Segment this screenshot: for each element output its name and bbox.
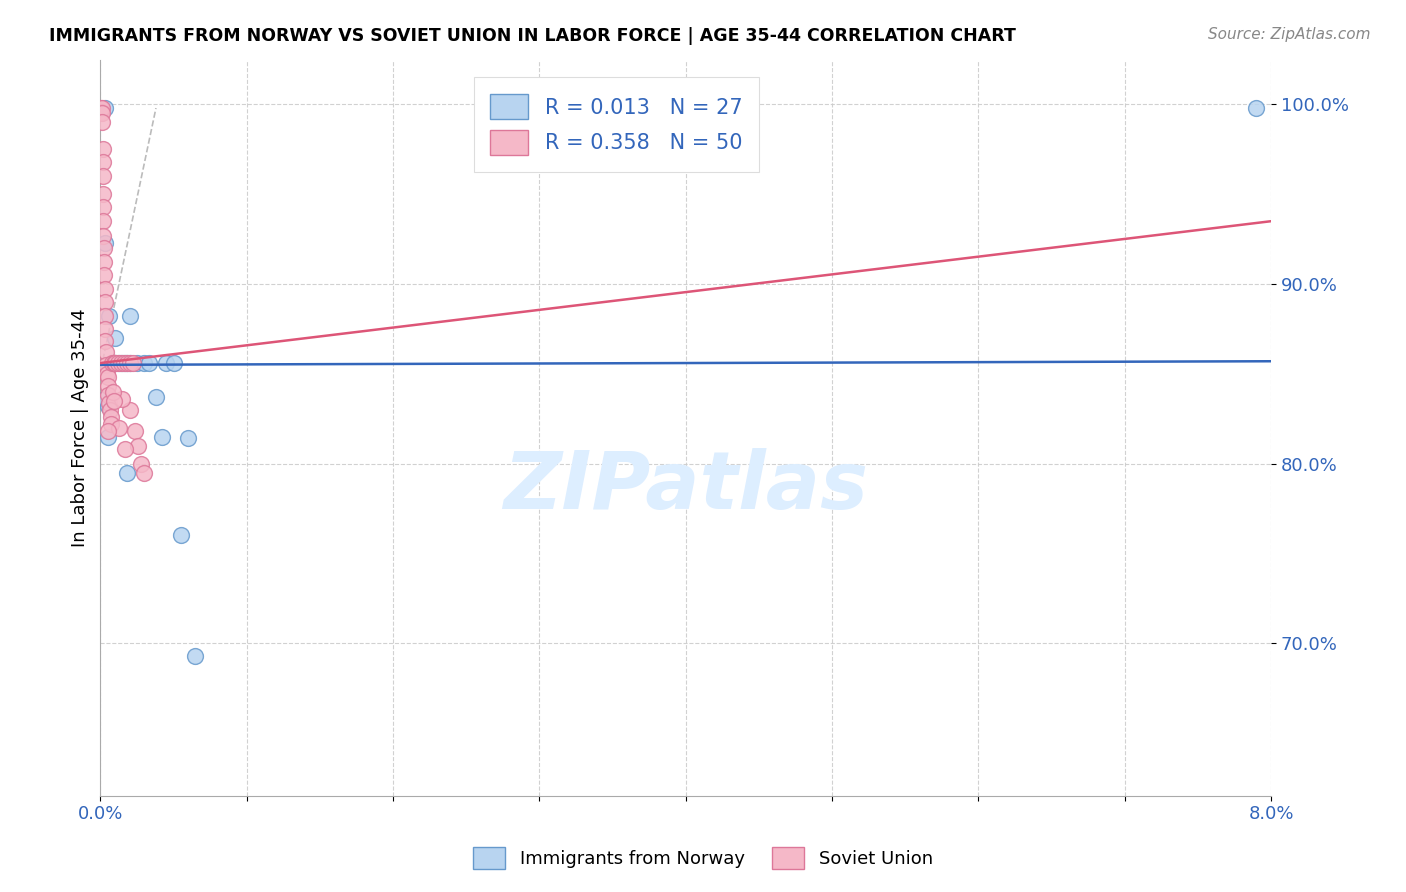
Point [90,106,112,120]
Text: Source: ZipAtlas.com: Source: ZipAtlas.com [1208,27,1371,42]
Point [134,466,156,480]
Point [90,101,112,115]
Point [110,356,132,370]
Point [114,442,136,457]
Point [170,528,193,542]
Point [131,457,153,471]
Point [93,255,115,269]
Point [103,356,125,370]
Point [114,356,136,370]
Point [124,424,146,438]
Point [93,101,115,115]
Point [97,379,120,393]
Point [100,417,122,431]
Point [184,648,207,663]
Point [162,356,184,370]
Point [138,356,160,370]
Point [108,420,131,434]
Point [94,334,117,349]
Legend: Immigrants from Norway, Soviet Union: Immigrants from Norway, Soviet Union [464,838,942,879]
Point [104,356,127,370]
Y-axis label: In Labor Force | Age 35-44: In Labor Force | Age 35-44 [72,309,89,547]
Point [91,214,114,228]
Point [111,392,134,406]
Point [93,295,115,310]
Point [112,356,135,370]
Point [100,409,122,424]
Point [115,466,138,480]
Point [97,399,120,413]
Point [96,367,118,381]
Point [91,142,114,156]
Point [97,370,120,384]
Point [134,356,156,370]
Point [91,228,114,243]
Point [90,104,112,119]
Point [118,310,141,324]
Point [177,432,200,446]
Point [97,424,120,438]
Point [150,430,173,444]
Point [101,356,124,370]
Point [90,101,112,115]
Point [98,395,121,409]
Point [94,322,117,336]
Point [98,310,121,324]
Point [108,356,131,370]
Point [121,356,143,370]
Text: ZIPatlas: ZIPatlas [503,448,869,525]
Point [93,241,115,255]
Point [118,356,141,370]
Point [96,358,118,372]
Point [104,331,127,345]
Point [93,268,115,282]
Point [1246,101,1268,115]
Point [111,356,134,370]
Point [91,200,114,214]
Text: IMMIGRANTS FROM NORWAY VS SOVIET UNION IN LABOR FORCE | AGE 35-44 CORRELATION CH: IMMIGRANTS FROM NORWAY VS SOVIET UNION I… [49,27,1017,45]
Point [115,356,138,370]
Point [97,388,120,402]
Point [96,345,118,359]
Point [90,115,112,129]
Point [94,392,117,406]
Point [93,310,115,324]
Point [115,356,138,370]
Point [101,384,124,399]
Point [91,187,114,202]
Point [155,356,177,370]
Point [118,356,141,370]
Point [98,402,121,417]
Point [104,356,127,370]
Point [118,402,141,417]
Point [104,356,127,370]
Point [103,393,125,408]
Point [93,282,115,296]
Point [125,356,148,370]
Point [91,169,114,184]
Point [107,356,129,370]
Point [93,235,115,250]
Point [91,155,114,169]
Point [97,430,120,444]
Legend: R = 0.013   N = 27, R = 0.358   N = 50: R = 0.013 N = 27, R = 0.358 N = 50 [474,78,759,172]
Point [145,390,167,404]
Point [127,439,149,453]
